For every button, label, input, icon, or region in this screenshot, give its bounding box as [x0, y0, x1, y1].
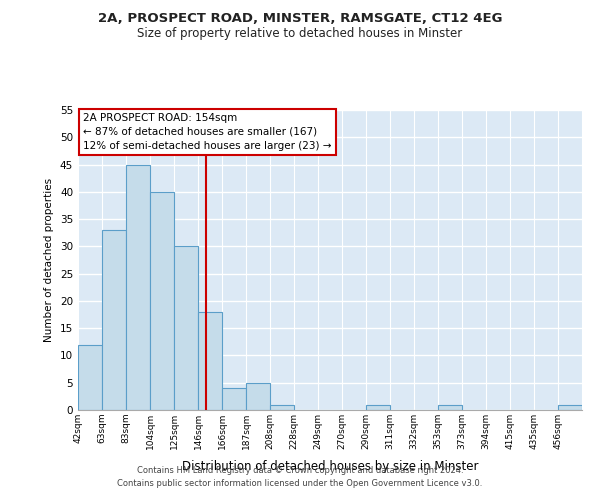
Text: Size of property relative to detached houses in Minster: Size of property relative to detached ho…	[137, 28, 463, 40]
Bar	[174, 246, 198, 410]
Bar	[270, 404, 294, 410]
Bar	[150, 192, 174, 410]
Bar	[438, 404, 462, 410]
Bar	[558, 404, 582, 410]
Bar	[366, 404, 390, 410]
Y-axis label: Number of detached properties: Number of detached properties	[44, 178, 55, 342]
Bar	[78, 344, 102, 410]
Bar	[222, 388, 246, 410]
Text: 2A, PROSPECT ROAD, MINSTER, RAMSGATE, CT12 4EG: 2A, PROSPECT ROAD, MINSTER, RAMSGATE, CT…	[98, 12, 502, 26]
Bar	[198, 312, 222, 410]
Text: 2A PROSPECT ROAD: 154sqm
← 87% of detached houses are smaller (167)
12% of semi-: 2A PROSPECT ROAD: 154sqm ← 87% of detach…	[83, 113, 332, 151]
Text: Contains HM Land Registry data © Crown copyright and database right 2024.
Contai: Contains HM Land Registry data © Crown c…	[118, 466, 482, 487]
X-axis label: Distribution of detached houses by size in Minster: Distribution of detached houses by size …	[182, 460, 478, 473]
Bar	[246, 382, 270, 410]
Bar	[126, 164, 150, 410]
Bar	[102, 230, 126, 410]
